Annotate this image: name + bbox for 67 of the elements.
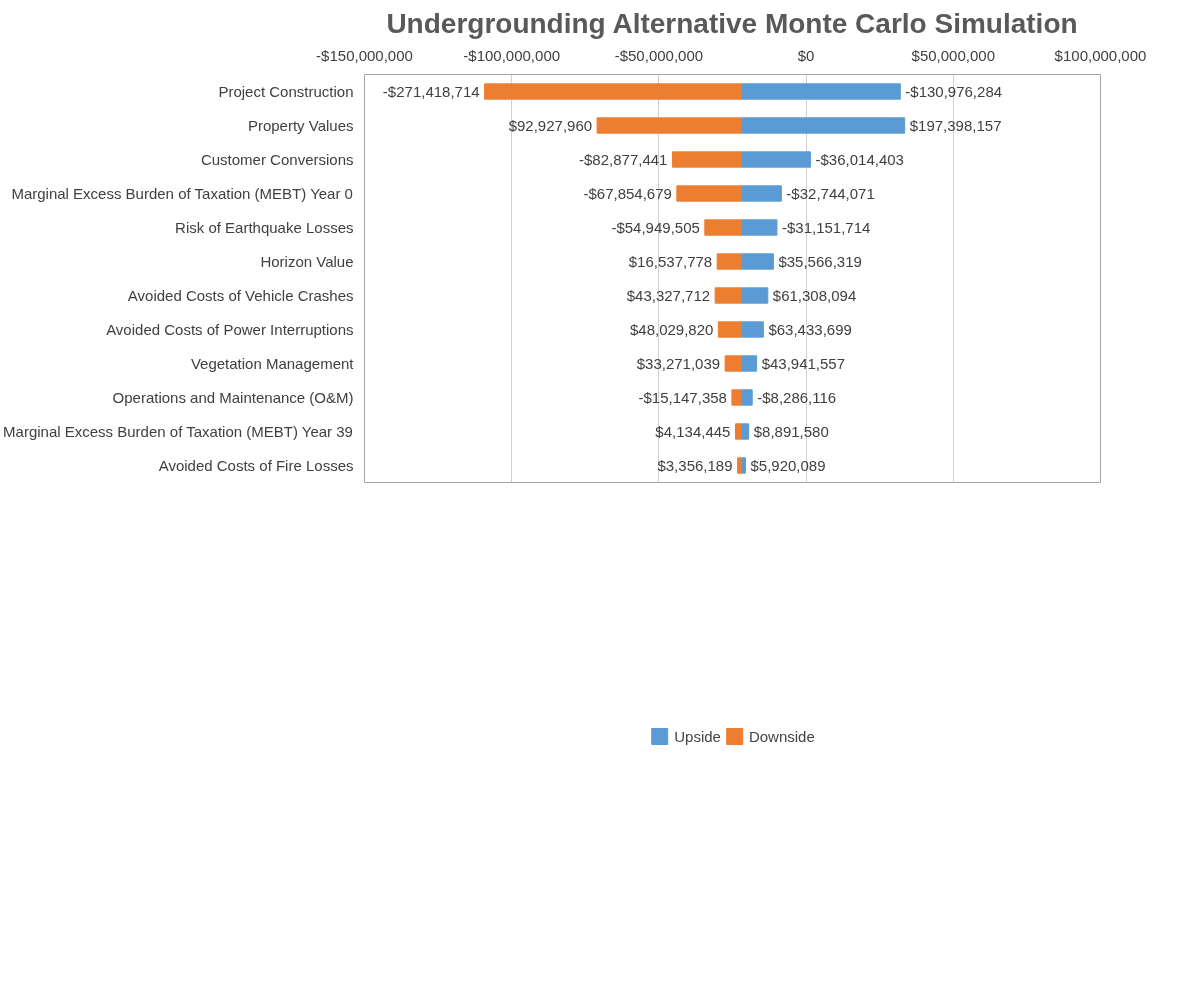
y-tick-label: Project Construction [218,83,354,100]
bar [740,287,769,304]
y-tick-label: Avoided Costs of Fire Losses [158,457,354,474]
annotation: $16,537,778 [628,253,713,270]
annotation: $92,927,960 [508,117,593,134]
x-tick-label: -$50,000,000 [614,46,704,64]
bar [740,389,753,406]
annotation: $33,271,039 [636,355,721,372]
bar [737,457,742,474]
annotation: -$67,854,679 [583,185,672,202]
x-tick-label: -$100,000,000 [463,46,561,64]
bar [740,321,764,338]
chart-title: Undergrounding Alternative Monte Carlo Simulation [386,7,1078,39]
bar [740,185,782,202]
bar [717,321,742,338]
annotation: $3,356,189 [657,457,733,474]
annotation: $8,891,580 [753,423,829,440]
bar [596,117,742,134]
y-tick-label: Vegetation Management [190,355,355,372]
x-tick-label: $100,000,000 [1054,46,1147,64]
bar [704,219,742,236]
y-tick-label: Horizon Value [260,253,354,270]
annotation: $4,134,445 [655,423,731,440]
annotation: $43,941,557 [761,355,846,372]
bar [714,287,742,304]
annotation: -$31,151,714 [781,219,871,236]
annotation: $197,398,157 [909,117,1002,134]
x-tick-label: -$150,000,000 [316,46,413,64]
bar [484,83,742,100]
y-tick-label: Property Values [247,117,354,134]
bar [671,151,742,168]
legend-label: Downside [748,727,815,745]
y-tick-label: Marginal Excess Burden of Taxation (MEBT) Year 0 [11,185,353,202]
annotation: -$82,877,441 [579,151,668,168]
bar [740,253,774,270]
annotation: -$271,418,714 [382,83,480,100]
x-tick-label: $50,000,000 [911,46,996,64]
x-tick-label: $0 [797,46,815,64]
annotation: $35,566,319 [778,253,862,270]
bar [740,219,778,236]
y-tick-label: Customer Conversions [200,151,354,168]
bar [740,83,901,100]
y-tick-label: Avoided Costs of Vehicle Crashes [127,287,354,304]
y-tick-label: Operations and Maintenance (O&M) [112,389,354,406]
annotation: -$54,949,505 [611,219,700,236]
annotation: $43,327,712 [626,287,711,304]
bar [740,117,906,134]
annotation: -$8,286,116 [757,389,837,406]
bar [731,389,742,406]
bar [740,151,812,168]
annotation: $61,308,094 [772,287,857,304]
bar [740,355,758,372]
bar [716,253,742,270]
annotation: -$130,976,284 [905,83,1003,100]
bar [724,355,742,372]
legend-label: Upside [674,727,721,745]
annotation: -$15,147,358 [638,389,727,406]
annotation: -$32,744,071 [786,185,875,202]
bar [676,185,742,202]
y-tick-label: Avoided Costs of Power Interruptions [106,321,354,338]
y-tick-label: Marginal Excess Burden of Taxation (MEBT) Year 39 [3,423,353,440]
y-tick-label: Risk of Earthquake Losses [175,219,354,236]
annotation: $63,433,699 [768,321,852,338]
annotation: $48,029,820 [629,321,714,338]
annotation: $5,920,089 [750,457,826,474]
annotation: -$36,014,403 [815,151,904,168]
bar [734,423,742,440]
